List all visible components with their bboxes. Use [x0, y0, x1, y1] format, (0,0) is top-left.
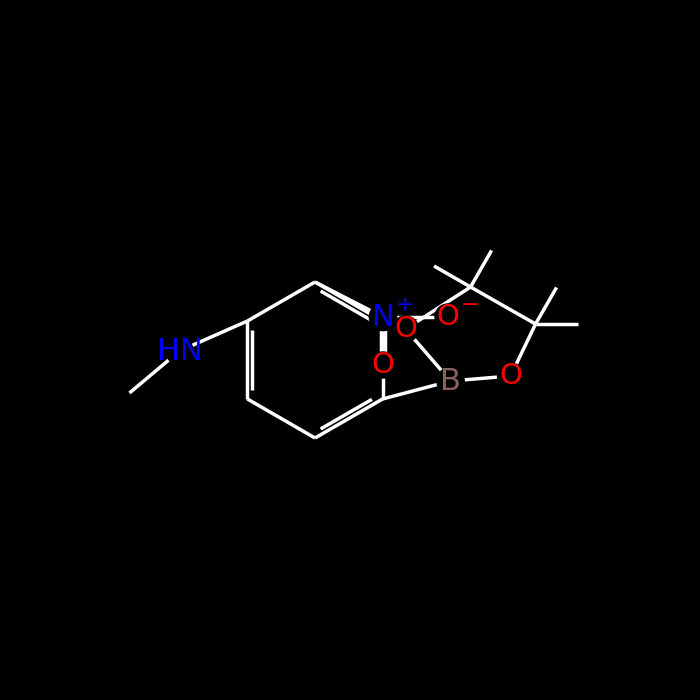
Text: N: N	[372, 302, 394, 332]
Circle shape	[393, 316, 419, 342]
Text: +: +	[396, 295, 414, 315]
Text: O: O	[499, 362, 522, 390]
Circle shape	[370, 303, 397, 330]
Circle shape	[435, 304, 461, 330]
Circle shape	[166, 337, 193, 365]
Text: HN: HN	[157, 337, 202, 365]
Text: B: B	[440, 367, 461, 395]
Circle shape	[437, 368, 464, 395]
Text: O: O	[372, 351, 394, 379]
Text: −: −	[461, 295, 480, 315]
Text: O: O	[437, 303, 459, 331]
Circle shape	[370, 352, 396, 378]
Text: O: O	[394, 315, 417, 343]
Circle shape	[498, 363, 524, 389]
